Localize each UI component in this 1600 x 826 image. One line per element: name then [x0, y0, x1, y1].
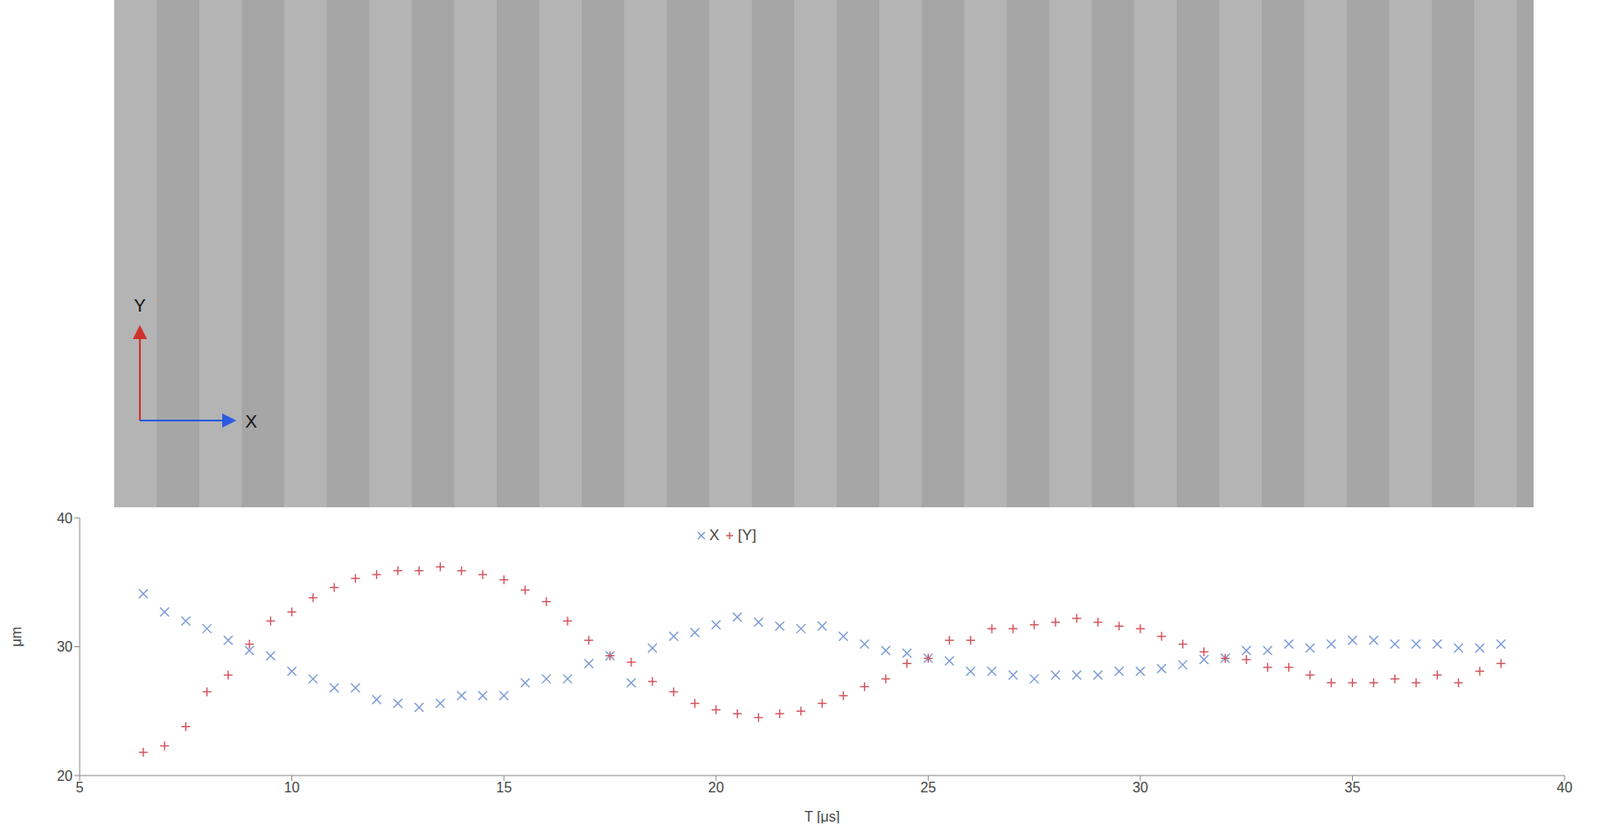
svg-text:5: 5	[76, 780, 85, 796]
svg-text:Y: Y	[133, 295, 146, 316]
svg-text:20: 20	[708, 780, 725, 796]
svg-text:25: 25	[919, 780, 936, 796]
svg-text:μm: μm	[8, 626, 24, 648]
svg-text:15: 15	[495, 780, 512, 796]
svg-text:30: 30	[1132, 780, 1149, 796]
svg-text:20: 20	[56, 768, 73, 784]
svg-text:30: 30	[56, 639, 73, 655]
svg-text:X: X	[245, 411, 257, 432]
html-text:[Y]: [Y]	[737, 526, 757, 544]
svg-text:40: 40	[1556, 780, 1573, 796]
svg-text:35: 35	[1344, 780, 1361, 796]
svg-text:10: 10	[284, 780, 301, 796]
html-text:X: X	[709, 526, 720, 544]
svg-text:40: 40	[56, 510, 73, 526]
svg-text:T [μs]: T [μs]	[803, 809, 840, 824]
